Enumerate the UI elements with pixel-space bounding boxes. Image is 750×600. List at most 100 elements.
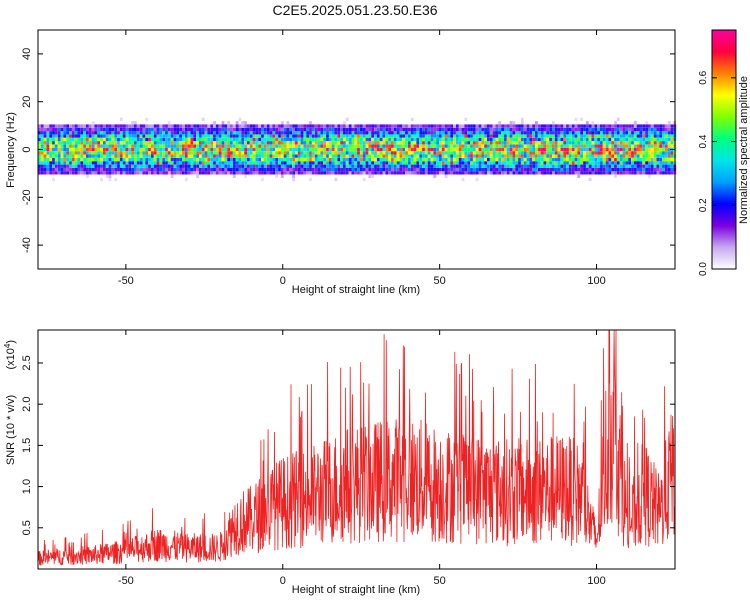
spectrogram-cell — [385, 164, 389, 168]
spectrogram-cell — [619, 137, 623, 142]
spectrogram-cell — [566, 144, 569, 148]
spectrogram-cell — [557, 147, 561, 152]
spectrogram-cell — [391, 161, 394, 165]
spectrogram-cell — [204, 147, 208, 152]
spectrogram-cell — [49, 144, 53, 148]
spectrogram-cell — [588, 134, 592, 138]
spectrogram-cell — [648, 141, 651, 145]
spectrogram-cell — [444, 161, 448, 165]
spectrogram-cell — [182, 131, 185, 135]
spectrogram-cell — [478, 137, 482, 142]
spectrogram-cell — [365, 151, 369, 155]
spectrogram-cell — [241, 121, 245, 125]
spectrogram-cell — [365, 157, 369, 162]
spectrogram-cell — [574, 141, 578, 145]
spectrogram-cell — [475, 177, 479, 182]
spectrogram-cell — [472, 141, 476, 145]
spectrogram-cell — [614, 121, 617, 125]
spectrogram-cell — [410, 131, 414, 135]
spectrogram-cell — [213, 124, 216, 128]
spectrogram-cell — [509, 167, 513, 172]
spectrogram-cell — [458, 147, 462, 152]
spectrogram-cell — [80, 141, 84, 145]
spectrogram-cell — [376, 157, 380, 162]
spectrogram-cell — [159, 134, 163, 138]
spectrogram-cell — [230, 134, 233, 138]
spectrogram-cell — [478, 124, 482, 128]
spectrogram-cell — [167, 127, 171, 132]
spectrogram-cell — [653, 131, 657, 135]
spectrogram-cell — [74, 144, 78, 148]
spectrogram-cell — [504, 124, 507, 128]
spectrogram-cell — [450, 171, 454, 175]
spectrogram-cell — [611, 171, 615, 175]
spectrogram-cell — [504, 134, 507, 138]
spectrogram-cell — [331, 134, 335, 138]
spectrogram-cell — [611, 151, 615, 155]
spectrogram-cell — [244, 141, 247, 145]
spectrogram-cell — [557, 127, 561, 132]
spectrogram-cell — [348, 144, 352, 148]
spectrogram-cell — [667, 141, 671, 145]
spectrogram-cell — [326, 147, 329, 152]
spectrogram-cell — [537, 137, 541, 142]
spectrogram-cell — [557, 131, 561, 135]
spectrogram-cell — [430, 151, 434, 155]
spectrogram-cell — [670, 167, 674, 172]
spectrogram-cell — [498, 171, 502, 175]
spectrogram-cell — [498, 134, 502, 138]
spectrogram-cell — [269, 151, 273, 155]
spectrogram-cell — [249, 164, 253, 168]
spectrogram-cell — [444, 154, 448, 158]
spectrogram-cell — [122, 134, 126, 138]
spectrogram-cell — [656, 164, 660, 168]
spectrogram-cell — [170, 164, 174, 168]
spectrogram-cell — [94, 124, 98, 128]
spectrogram-cell — [639, 164, 643, 168]
spectrogram-cell — [616, 124, 620, 128]
spectrogram-cell — [151, 157, 154, 162]
spectrogram-cell — [66, 127, 69, 132]
spectrogram-cell — [650, 124, 654, 128]
spectrogram-cell — [148, 154, 151, 158]
spectrogram-cell — [247, 124, 250, 128]
spectrogram-cell — [410, 171, 414, 175]
x-tick-label: 100 — [587, 575, 605, 587]
spectrogram-cell — [309, 127, 312, 132]
spectrogram-cell — [543, 141, 547, 145]
spectrogram-cell — [247, 141, 250, 145]
spectrogram-cell — [665, 171, 668, 175]
spectrogram-cell — [659, 164, 663, 168]
spectrogram-cell — [385, 144, 389, 148]
spectrogram-cell — [487, 144, 490, 148]
spectrogram-cell — [642, 131, 646, 135]
spectrogram-cell — [416, 157, 420, 162]
spectrogram-cell — [464, 151, 468, 155]
spectrogram-cell — [549, 137, 552, 142]
spectrogram-cell — [523, 147, 527, 152]
spectrogram-cell — [362, 154, 366, 158]
spectrogram-cell — [94, 147, 98, 152]
spectrogram-cell — [153, 171, 157, 175]
spectrogram-cell — [244, 174, 247, 178]
spectrogram-cell — [393, 141, 397, 145]
spectrogram-cell — [504, 127, 507, 132]
spectrogram-cell — [283, 171, 287, 175]
spectrogram-cell — [633, 171, 637, 175]
spectrogram-cell — [249, 127, 253, 132]
spectrogram-cell — [280, 157, 284, 162]
spectrogram-cell — [176, 137, 180, 142]
spectrogram-cell — [450, 137, 454, 142]
spectrogram-cell — [213, 151, 216, 155]
spectrogram-cell — [433, 131, 437, 135]
spectrogram-cell — [295, 134, 298, 138]
spectrogram-cell — [272, 144, 276, 148]
spectrogram-cell — [88, 137, 92, 142]
spectrogram-cell — [467, 134, 471, 138]
spectrogram-cell — [128, 154, 132, 158]
spectrogram-cell — [108, 171, 112, 175]
spectrogram-cell — [252, 157, 256, 162]
spectrogram-cell — [326, 151, 329, 155]
spectrogram-cell — [622, 154, 626, 158]
spectrogram-cell — [472, 131, 476, 135]
